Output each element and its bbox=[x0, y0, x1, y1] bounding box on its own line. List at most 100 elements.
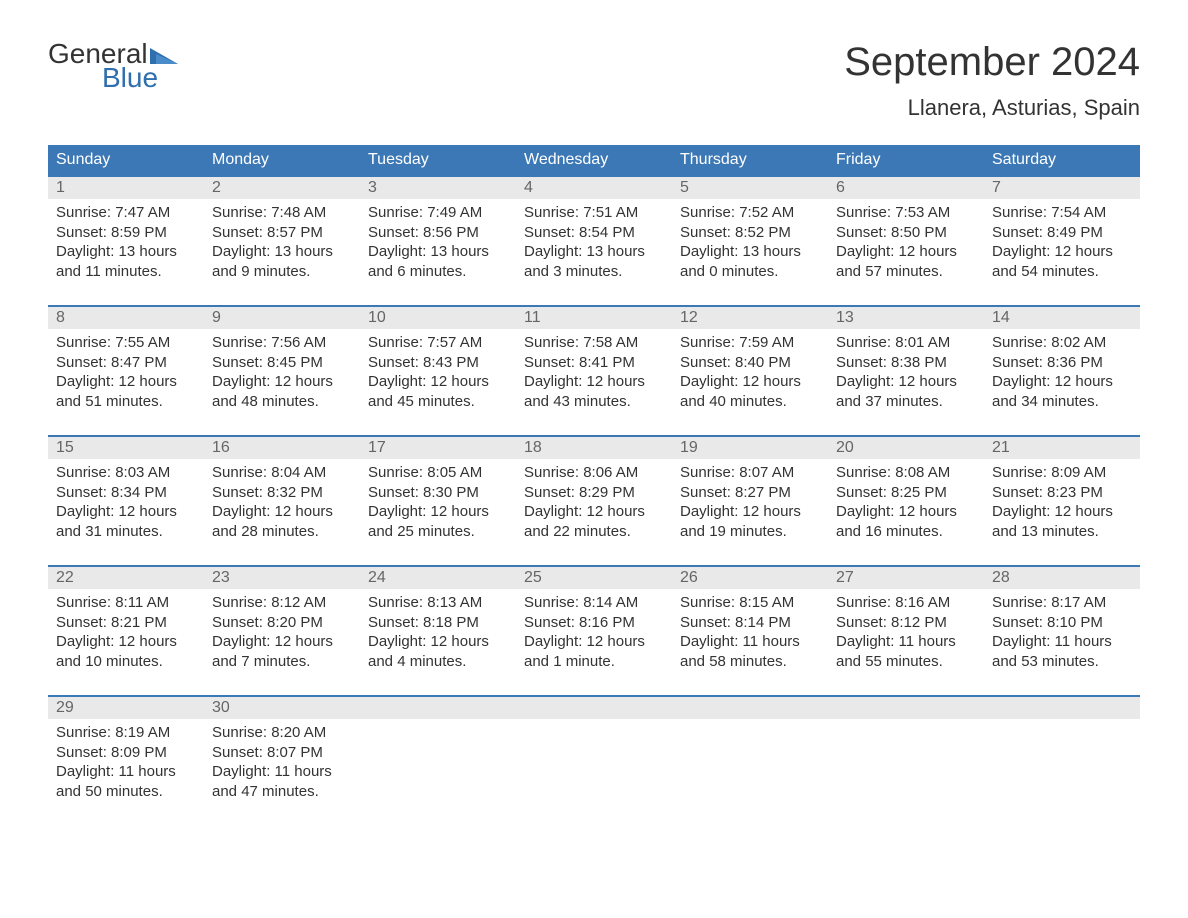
daylight-text: Daylight: 12 hours and 37 minutes. bbox=[836, 372, 976, 411]
daylight-text: Daylight: 12 hours and 10 minutes. bbox=[56, 632, 196, 671]
day-body: Sunrise: 8:16 AMSunset: 8:12 PMDaylight:… bbox=[828, 589, 984, 671]
day-number-row bbox=[672, 697, 828, 719]
day-body: Sunrise: 7:54 AMSunset: 8:49 PMDaylight:… bbox=[984, 199, 1140, 281]
week-row: 15Sunrise: 8:03 AMSunset: 8:34 PMDayligh… bbox=[48, 435, 1140, 565]
day-number-row: 17 bbox=[360, 437, 516, 459]
day-header-thursday: Thursday bbox=[672, 145, 828, 175]
week-row: 8Sunrise: 7:55 AMSunset: 8:47 PMDaylight… bbox=[48, 305, 1140, 435]
sunrise-text: Sunrise: 8:13 AM bbox=[368, 593, 508, 613]
calendar-cell bbox=[672, 697, 828, 825]
sunset-text: Sunset: 8:38 PM bbox=[836, 353, 976, 373]
calendar: Sunday Monday Tuesday Wednesday Thursday… bbox=[48, 145, 1140, 825]
sunset-text: Sunset: 8:09 PM bbox=[56, 743, 196, 763]
day-body: Sunrise: 8:12 AMSunset: 8:20 PMDaylight:… bbox=[204, 589, 360, 671]
header: General Blue September 2024 Llanera, Ast… bbox=[48, 40, 1140, 121]
day-number-row: 19 bbox=[672, 437, 828, 459]
sunrise-text: Sunrise: 8:02 AM bbox=[992, 333, 1132, 353]
daylight-text: Daylight: 12 hours and 51 minutes. bbox=[56, 372, 196, 411]
sunrise-text: Sunrise: 7:57 AM bbox=[368, 333, 508, 353]
sunset-text: Sunset: 8:40 PM bbox=[680, 353, 820, 373]
day-number-row: 9 bbox=[204, 307, 360, 329]
sunrise-text: Sunrise: 8:15 AM bbox=[680, 593, 820, 613]
sunrise-text: Sunrise: 8:03 AM bbox=[56, 463, 196, 483]
day-number-row: 5 bbox=[672, 177, 828, 199]
calendar-cell: 27Sunrise: 8:16 AMSunset: 8:12 PMDayligh… bbox=[828, 567, 984, 695]
day-number-row: 2 bbox=[204, 177, 360, 199]
sunset-text: Sunset: 8:20 PM bbox=[212, 613, 352, 633]
daylight-text: Daylight: 12 hours and 22 minutes. bbox=[524, 502, 664, 541]
logo-text-blue: Blue bbox=[102, 64, 178, 92]
daylight-text: Daylight: 12 hours and 16 minutes. bbox=[836, 502, 976, 541]
sunset-text: Sunset: 8:59 PM bbox=[56, 223, 196, 243]
day-number-row: 10 bbox=[360, 307, 516, 329]
day-body: Sunrise: 8:15 AMSunset: 8:14 PMDaylight:… bbox=[672, 589, 828, 671]
sunset-text: Sunset: 8:21 PM bbox=[56, 613, 196, 633]
day-number-row: 27 bbox=[828, 567, 984, 589]
calendar-cell: 28Sunrise: 8:17 AMSunset: 8:10 PMDayligh… bbox=[984, 567, 1140, 695]
day-number: 2 bbox=[212, 179, 221, 196]
day-number-row: 16 bbox=[204, 437, 360, 459]
day-number-row: 8 bbox=[48, 307, 204, 329]
calendar-cell: 25Sunrise: 8:14 AMSunset: 8:16 PMDayligh… bbox=[516, 567, 672, 695]
weeks-container: 1Sunrise: 7:47 AMSunset: 8:59 PMDaylight… bbox=[48, 175, 1140, 825]
day-body: Sunrise: 7:59 AMSunset: 8:40 PMDaylight:… bbox=[672, 329, 828, 411]
calendar-cell: 10Sunrise: 7:57 AMSunset: 8:43 PMDayligh… bbox=[360, 307, 516, 435]
daylight-text: Daylight: 11 hours and 47 minutes. bbox=[212, 762, 352, 801]
sunrise-text: Sunrise: 7:49 AM bbox=[368, 203, 508, 223]
calendar-cell: 6Sunrise: 7:53 AMSunset: 8:50 PMDaylight… bbox=[828, 177, 984, 305]
calendar-cell: 26 Sunrise: 8:15 AMSunset: 8:14 PMDayligh… bbox=[672, 567, 828, 695]
calendar-cell: 21Sunrise: 8:09 AMSunset: 8:23 PMDayligh… bbox=[984, 437, 1140, 565]
daylight-text: Daylight: 13 hours and 0 minutes. bbox=[680, 242, 820, 281]
day-number: 17 bbox=[368, 439, 386, 456]
day-number-row bbox=[516, 697, 672, 719]
calendar-cell: 30Sunrise: 8:20 AMSunset: 8:07 PMDayligh… bbox=[204, 697, 360, 825]
sunset-text: Sunset: 8:16 PM bbox=[524, 613, 664, 633]
calendar-cell: 9Sunrise: 7:56 AMSunset: 8:45 PMDaylight… bbox=[204, 307, 360, 435]
month-title: September 2024 bbox=[844, 40, 1140, 85]
daylight-text: Daylight: 12 hours and 25 minutes. bbox=[368, 502, 508, 541]
sunrise-text: Sunrise: 8:08 AM bbox=[836, 463, 976, 483]
daylight-text: Daylight: 11 hours and 53 minutes. bbox=[992, 632, 1132, 671]
title-block: September 2024 Llanera, Asturias, Spain bbox=[844, 40, 1140, 121]
day-header-sunday: Sunday bbox=[48, 145, 204, 175]
day-body: Sunrise: 7:48 AMSunset: 8:57 PMDaylight:… bbox=[204, 199, 360, 281]
calendar-cell: 19Sunrise: 8:07 AMSunset: 8:27 PMDayligh… bbox=[672, 437, 828, 565]
day-number: 19 bbox=[680, 439, 698, 456]
daylight-text: Daylight: 13 hours and 6 minutes. bbox=[368, 242, 508, 281]
calendar-cell: 22Sunrise: 8:11 AMSunset: 8:21 PMDayligh… bbox=[48, 567, 204, 695]
day-number-row: 29 bbox=[48, 697, 204, 719]
sunset-text: Sunset: 8:57 PM bbox=[212, 223, 352, 243]
day-number: 16 bbox=[212, 439, 230, 456]
day-number: 18 bbox=[524, 439, 542, 456]
day-header-tuesday: Tuesday bbox=[360, 145, 516, 175]
day-number-row: 25 bbox=[516, 567, 672, 589]
day-header-monday: Monday bbox=[204, 145, 360, 175]
sunset-text: Sunset: 8:23 PM bbox=[992, 483, 1132, 503]
day-number: 28 bbox=[992, 569, 1010, 586]
day-body: Sunrise: 8:08 AMSunset: 8:25 PMDaylight:… bbox=[828, 459, 984, 541]
calendar-cell bbox=[516, 697, 672, 825]
day-number: 5 bbox=[680, 179, 689, 196]
day-number: 26 bbox=[680, 569, 698, 586]
sunset-text: Sunset: 8:49 PM bbox=[992, 223, 1132, 243]
sunset-text: Sunset: 8:07 PM bbox=[212, 743, 352, 763]
day-number-row: 12 bbox=[672, 307, 828, 329]
calendar-cell: 12Sunrise: 7:59 AMSunset: 8:40 PMDayligh… bbox=[672, 307, 828, 435]
sunrise-text: Sunrise: 7:53 AM bbox=[836, 203, 976, 223]
day-number-row: 4 bbox=[516, 177, 672, 199]
week-row: 1Sunrise: 7:47 AMSunset: 8:59 PMDaylight… bbox=[48, 175, 1140, 305]
sunrise-text: Sunrise: 7:55 AM bbox=[56, 333, 196, 353]
sunrise-text: Sunrise: 8:04 AM bbox=[212, 463, 352, 483]
day-body: Sunrise: 7:58 AMSunset: 8:41 PMDaylight:… bbox=[516, 329, 672, 411]
day-number-row: 21 bbox=[984, 437, 1140, 459]
calendar-cell: 29Sunrise: 8:19 AMSunset: 8:09 PMDayligh… bbox=[48, 697, 204, 825]
day-header-row: Sunday Monday Tuesday Wednesday Thursday… bbox=[48, 145, 1140, 175]
sunset-text: Sunset: 8:43 PM bbox=[368, 353, 508, 373]
daylight-text: Daylight: 11 hours and 58 minutes. bbox=[680, 632, 820, 671]
sunset-text: Sunset: 8:10 PM bbox=[992, 613, 1132, 633]
calendar-cell: 20Sunrise: 8:08 AMSunset: 8:25 PMDayligh… bbox=[828, 437, 984, 565]
calendar-cell: 11Sunrise: 7:58 AMSunset: 8:41 PMDayligh… bbox=[516, 307, 672, 435]
sunset-text: Sunset: 8:50 PM bbox=[836, 223, 976, 243]
sunset-text: Sunset: 8:34 PM bbox=[56, 483, 196, 503]
day-header-saturday: Saturday bbox=[984, 145, 1140, 175]
